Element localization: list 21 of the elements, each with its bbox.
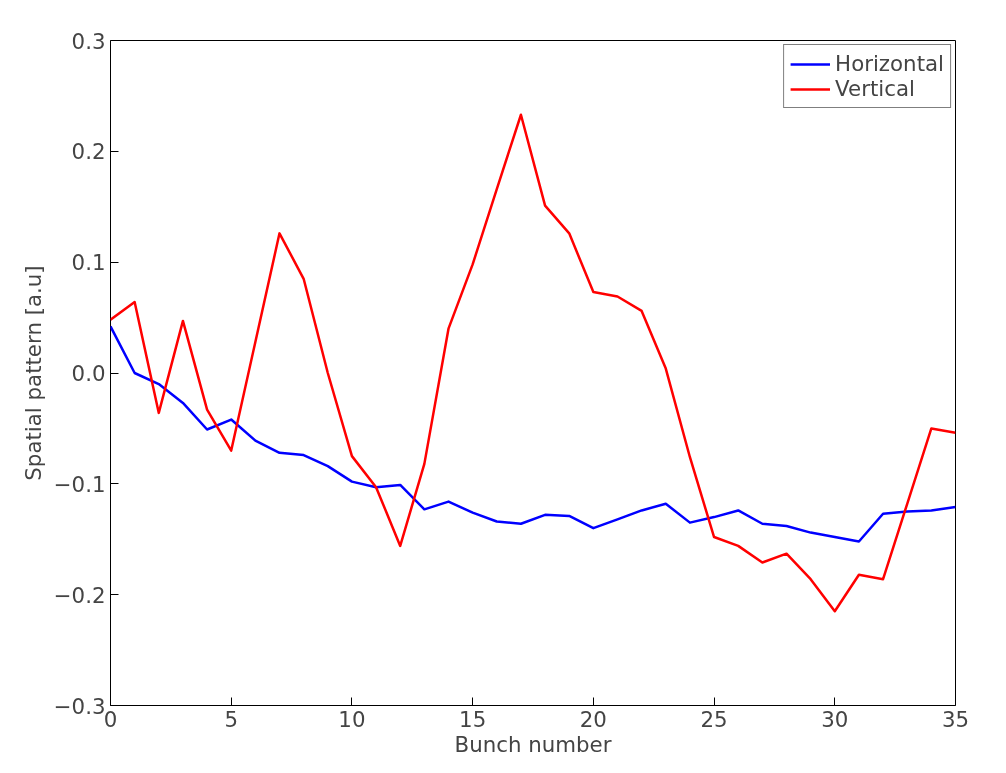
y-tick-label: −0.1 xyxy=(53,471,106,497)
x-tick-label: 25 xyxy=(700,706,728,732)
x-tick-label: 10 xyxy=(338,706,366,732)
y-axis-title: Spatial pattern [a.u] xyxy=(20,265,46,481)
legend-label: Horizontal xyxy=(835,51,944,76)
line-series xyxy=(110,325,956,543)
x-tick-label: 20 xyxy=(579,706,607,732)
x-tick-label: 15 xyxy=(459,706,487,732)
x-tick-label: 35 xyxy=(941,706,970,732)
x-tick-label: 5 xyxy=(224,706,239,732)
y-tick-label: −0.2 xyxy=(53,582,106,608)
y-tick-label: 0.1 xyxy=(71,250,106,276)
x-tick-label: 0 xyxy=(103,706,118,732)
y-tick-label: 0.0 xyxy=(71,361,106,386)
y-tick-label: 0.2 xyxy=(71,139,106,165)
x-axis-title: Bunch number xyxy=(454,731,612,757)
legend-label: Vertical xyxy=(835,76,915,101)
y-tick-label: 0.3 xyxy=(71,28,106,54)
line-series xyxy=(110,113,956,613)
y-tick-label: −0.3 xyxy=(53,693,106,719)
x-tick-label: 30 xyxy=(821,706,849,732)
